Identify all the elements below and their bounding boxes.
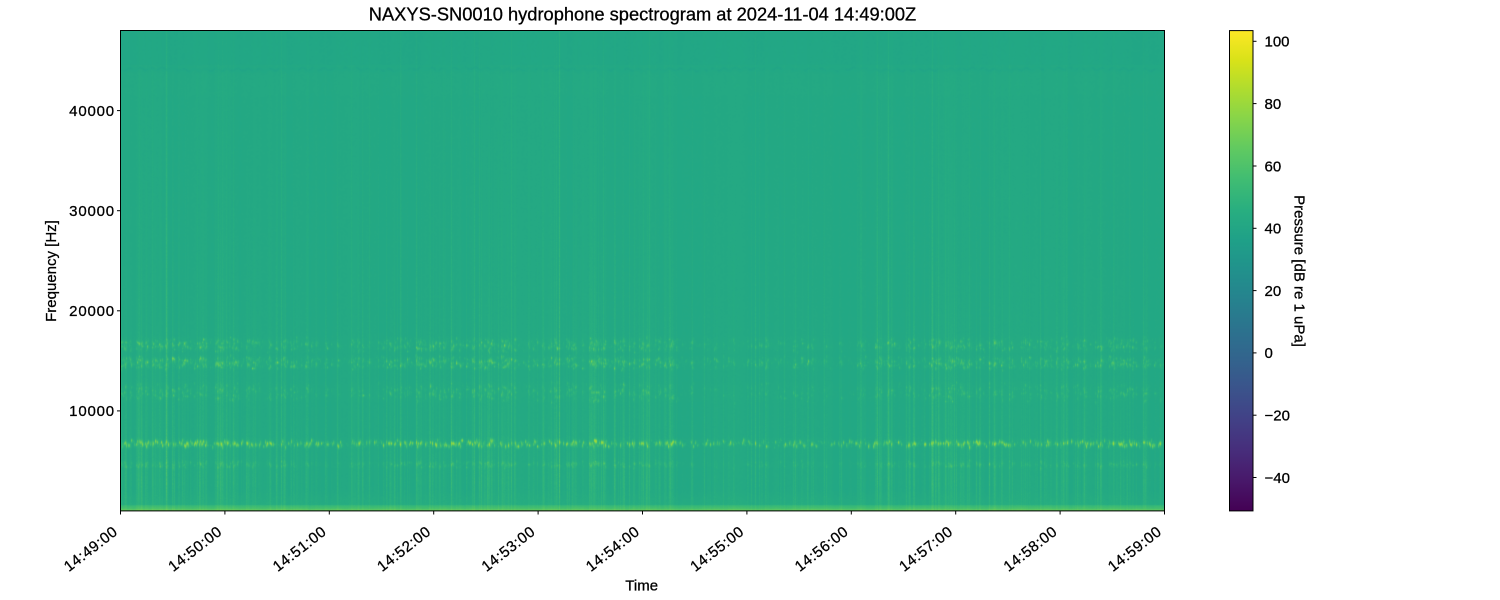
- svg-text:−20: −20: [1265, 408, 1290, 425]
- svg-text:40000: 40000: [69, 103, 115, 120]
- svg-text:14:59:00: 14:59:00: [1105, 523, 1165, 575]
- svg-text:−40: −40: [1265, 470, 1290, 487]
- svg-text:14:50:00: 14:50:00: [165, 523, 225, 575]
- svg-text:14:52:00: 14:52:00: [374, 523, 434, 575]
- svg-text:30000: 30000: [69, 203, 115, 220]
- svg-text:0: 0: [1265, 345, 1273, 362]
- svg-text:14:54:00: 14:54:00: [583, 523, 643, 575]
- svg-text:20: 20: [1265, 283, 1282, 300]
- svg-text:14:55:00: 14:55:00: [687, 523, 747, 575]
- svg-text:100: 100: [1265, 34, 1290, 51]
- svg-text:Frequency [Hz]: Frequency [Hz]: [43, 220, 60, 322]
- svg-text:40: 40: [1265, 221, 1282, 238]
- svg-text:60: 60: [1265, 158, 1282, 175]
- svg-text:Time: Time: [625, 578, 658, 595]
- svg-text:10000: 10000: [69, 403, 115, 420]
- svg-text:14:51:00: 14:51:00: [270, 523, 330, 575]
- svg-text:80: 80: [1265, 96, 1282, 113]
- svg-text:14:58:00: 14:58:00: [1000, 523, 1060, 575]
- svg-text:Pressure [dB re 1 uPa]: Pressure [dB re 1 uPa]: [1290, 195, 1307, 347]
- svg-text:20000: 20000: [69, 303, 115, 320]
- svg-text:14:57:00: 14:57:00: [896, 523, 956, 575]
- svg-text:14:53:00: 14:53:00: [478, 523, 538, 575]
- svg-text:14:49:00: 14:49:00: [61, 523, 121, 575]
- svg-text:14:56:00: 14:56:00: [792, 523, 852, 575]
- svg-text:NAXYS-SN0010 hydrophone spectr: NAXYS-SN0010 hydrophone spectrogram at 2…: [369, 4, 916, 25]
